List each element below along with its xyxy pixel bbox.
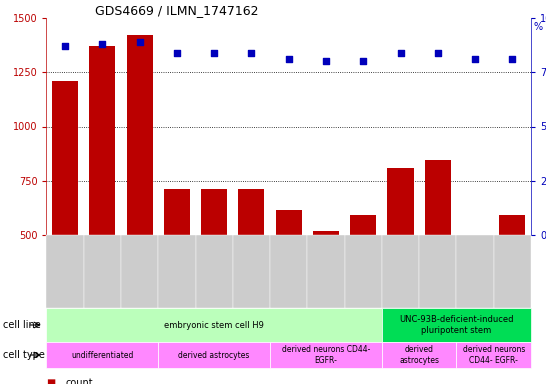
Bar bbox=[164, 189, 190, 344]
Text: GDS4669 / ILMN_1747162: GDS4669 / ILMN_1747162 bbox=[95, 4, 258, 17]
Point bbox=[322, 58, 330, 65]
Point bbox=[284, 56, 293, 62]
Text: count: count bbox=[66, 377, 93, 384]
Text: derived
astrocytes: derived astrocytes bbox=[399, 345, 439, 365]
Bar bbox=[499, 215, 525, 344]
Point bbox=[173, 50, 181, 56]
Point bbox=[210, 50, 218, 56]
Text: derived neurons
CD44- EGFR-: derived neurons CD44- EGFR- bbox=[462, 345, 525, 365]
Bar bbox=[201, 189, 227, 344]
Point bbox=[359, 58, 367, 65]
Point bbox=[247, 50, 256, 56]
Bar bbox=[90, 46, 115, 344]
Bar bbox=[462, 235, 488, 344]
Bar bbox=[388, 168, 413, 344]
Bar bbox=[276, 210, 302, 344]
Text: derived astrocytes: derived astrocytes bbox=[179, 351, 250, 359]
Text: undifferentiated: undifferentiated bbox=[71, 351, 134, 359]
Text: cell line: cell line bbox=[3, 320, 40, 330]
Point bbox=[508, 56, 517, 62]
Text: derived neurons CD44-
EGFR-: derived neurons CD44- EGFR- bbox=[282, 345, 370, 365]
Bar bbox=[313, 231, 339, 344]
Point bbox=[471, 56, 479, 62]
Text: UNC-93B-deficient-induced
pluripotent stem: UNC-93B-deficient-induced pluripotent st… bbox=[399, 315, 514, 335]
Bar bbox=[239, 189, 264, 344]
Point bbox=[135, 39, 144, 45]
Text: cell type: cell type bbox=[3, 350, 45, 360]
Point bbox=[434, 50, 442, 56]
Bar bbox=[425, 160, 451, 344]
Point bbox=[61, 43, 69, 49]
Bar bbox=[127, 35, 153, 344]
Text: ■: ■ bbox=[46, 377, 56, 384]
Text: embryonic stem cell H9: embryonic stem cell H9 bbox=[164, 321, 264, 329]
Point bbox=[98, 41, 106, 47]
Bar bbox=[52, 81, 78, 344]
Bar bbox=[350, 215, 376, 344]
Point bbox=[396, 50, 405, 56]
Text: %: % bbox=[534, 22, 543, 32]
